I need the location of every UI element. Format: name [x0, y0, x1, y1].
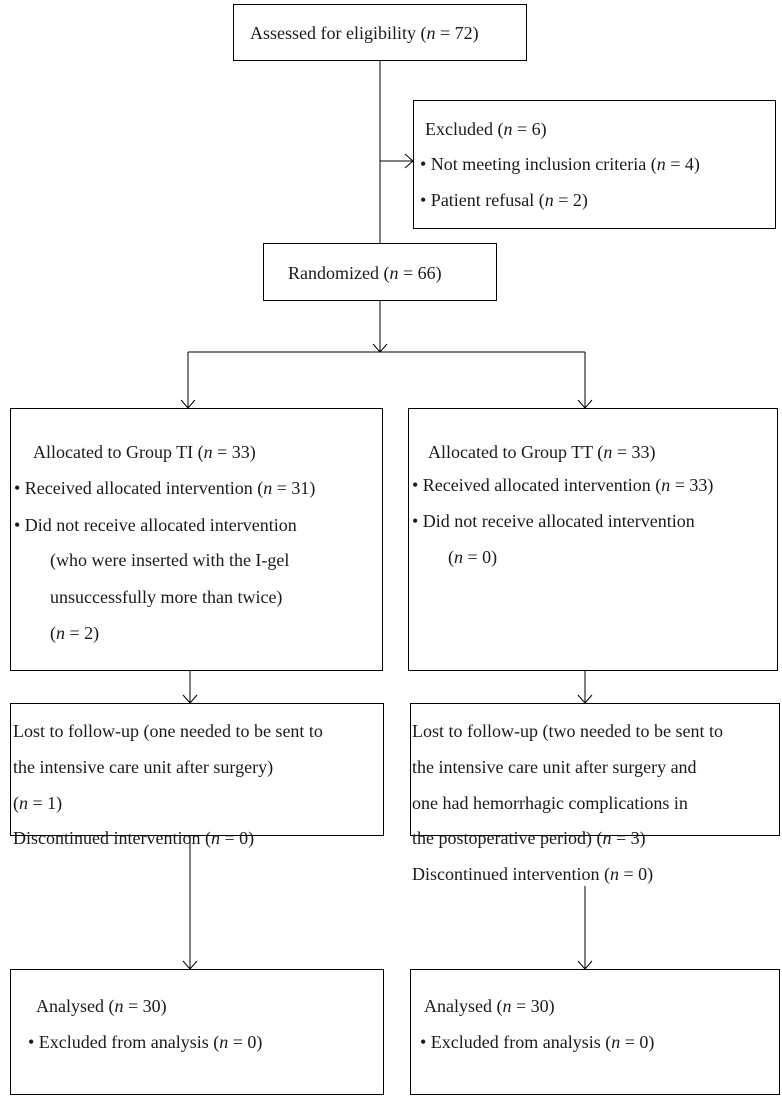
analysis-tt-title: Analysed (n = 30)	[424, 996, 555, 1016]
excluded-box: Excluded (n = 6) • Not meeting inclusion…	[413, 100, 776, 229]
followup-tt-line: one had hemorrhagic complications in	[412, 793, 688, 813]
analysis-ti-box: Analysed (n = 30) • Excluded from analys…	[10, 969, 384, 1095]
allocation-ti-line: (who were inserted with the I-gel	[50, 550, 290, 570]
followup-ti-line: (n = 1)	[13, 793, 63, 813]
allocation-tt-line: • Received allocated intervention (n = 3…	[412, 475, 714, 495]
analysis-ti-title: Analysed (n = 30)	[36, 996, 167, 1016]
eligibility-text: Assessed for eligibility (n = 72)	[250, 23, 479, 43]
followup-ti-box: Lost to follow-up (one needed to be sent…	[10, 703, 384, 848]
analysis-tt-line: • Excluded from analysis (n = 0)	[420, 1032, 655, 1052]
randomized-text: Randomized (n = 66)	[288, 263, 442, 283]
allocation-ti-line: • Received allocated intervention (n = 3…	[14, 478, 316, 498]
analysis-tt-box: Analysed (n = 30) • Excluded from analys…	[410, 969, 780, 1095]
excluded-title: Excluded (n = 6)	[425, 119, 547, 139]
analysis-ti-line: • Excluded from analysis (n = 0)	[28, 1032, 263, 1052]
followup-ti-line: Discontinued intervention (n = 0)	[13, 828, 255, 848]
allocation-tt-line: (n = 0)	[448, 547, 498, 567]
allocation-ti-line: (n = 2)	[50, 623, 100, 643]
followup-tt-line: Discontinued intervention (n = 0)	[412, 864, 654, 884]
followup-tt-line: the intensive care unit after surgery an…	[412, 757, 697, 777]
followup-tt-box: Lost to follow-up (two needed to be sent…	[410, 703, 780, 884]
excluded-item: • Patient refusal (n = 2)	[420, 190, 588, 210]
followup-ti-line: the intensive care unit after surgery)	[13, 757, 274, 777]
allocation-ti-title: Allocated to Group TI (n = 33)	[33, 442, 256, 462]
allocation-tt-line: • Did not receive allocated intervention	[412, 511, 695, 531]
allocation-tt-box: Allocated to Group TT (n = 33) • Receive…	[408, 408, 778, 671]
eligibility-box: Assessed for eligibility (n = 72)	[233, 4, 527, 61]
randomized-box: Randomized (n = 66)	[263, 243, 497, 301]
excluded-item: • Not meeting inclusion criteria (n = 4)	[420, 154, 700, 174]
followup-ti-line: Lost to follow-up (one needed to be sent…	[13, 721, 323, 741]
followup-tt-line: the postoperative period) (n = 3)	[412, 828, 646, 848]
allocation-ti-line: unsuccessfully more than twice)	[50, 587, 283, 607]
allocation-tt-title: Allocated to Group TT (n = 33)	[428, 442, 656, 462]
followup-tt-line: Lost to follow-up (two needed to be sent…	[412, 721, 723, 741]
allocation-ti-box: Allocated to Group TI (n = 33) • Receive…	[10, 408, 383, 671]
allocation-ti-line: • Did not receive allocated intervention	[14, 515, 297, 535]
